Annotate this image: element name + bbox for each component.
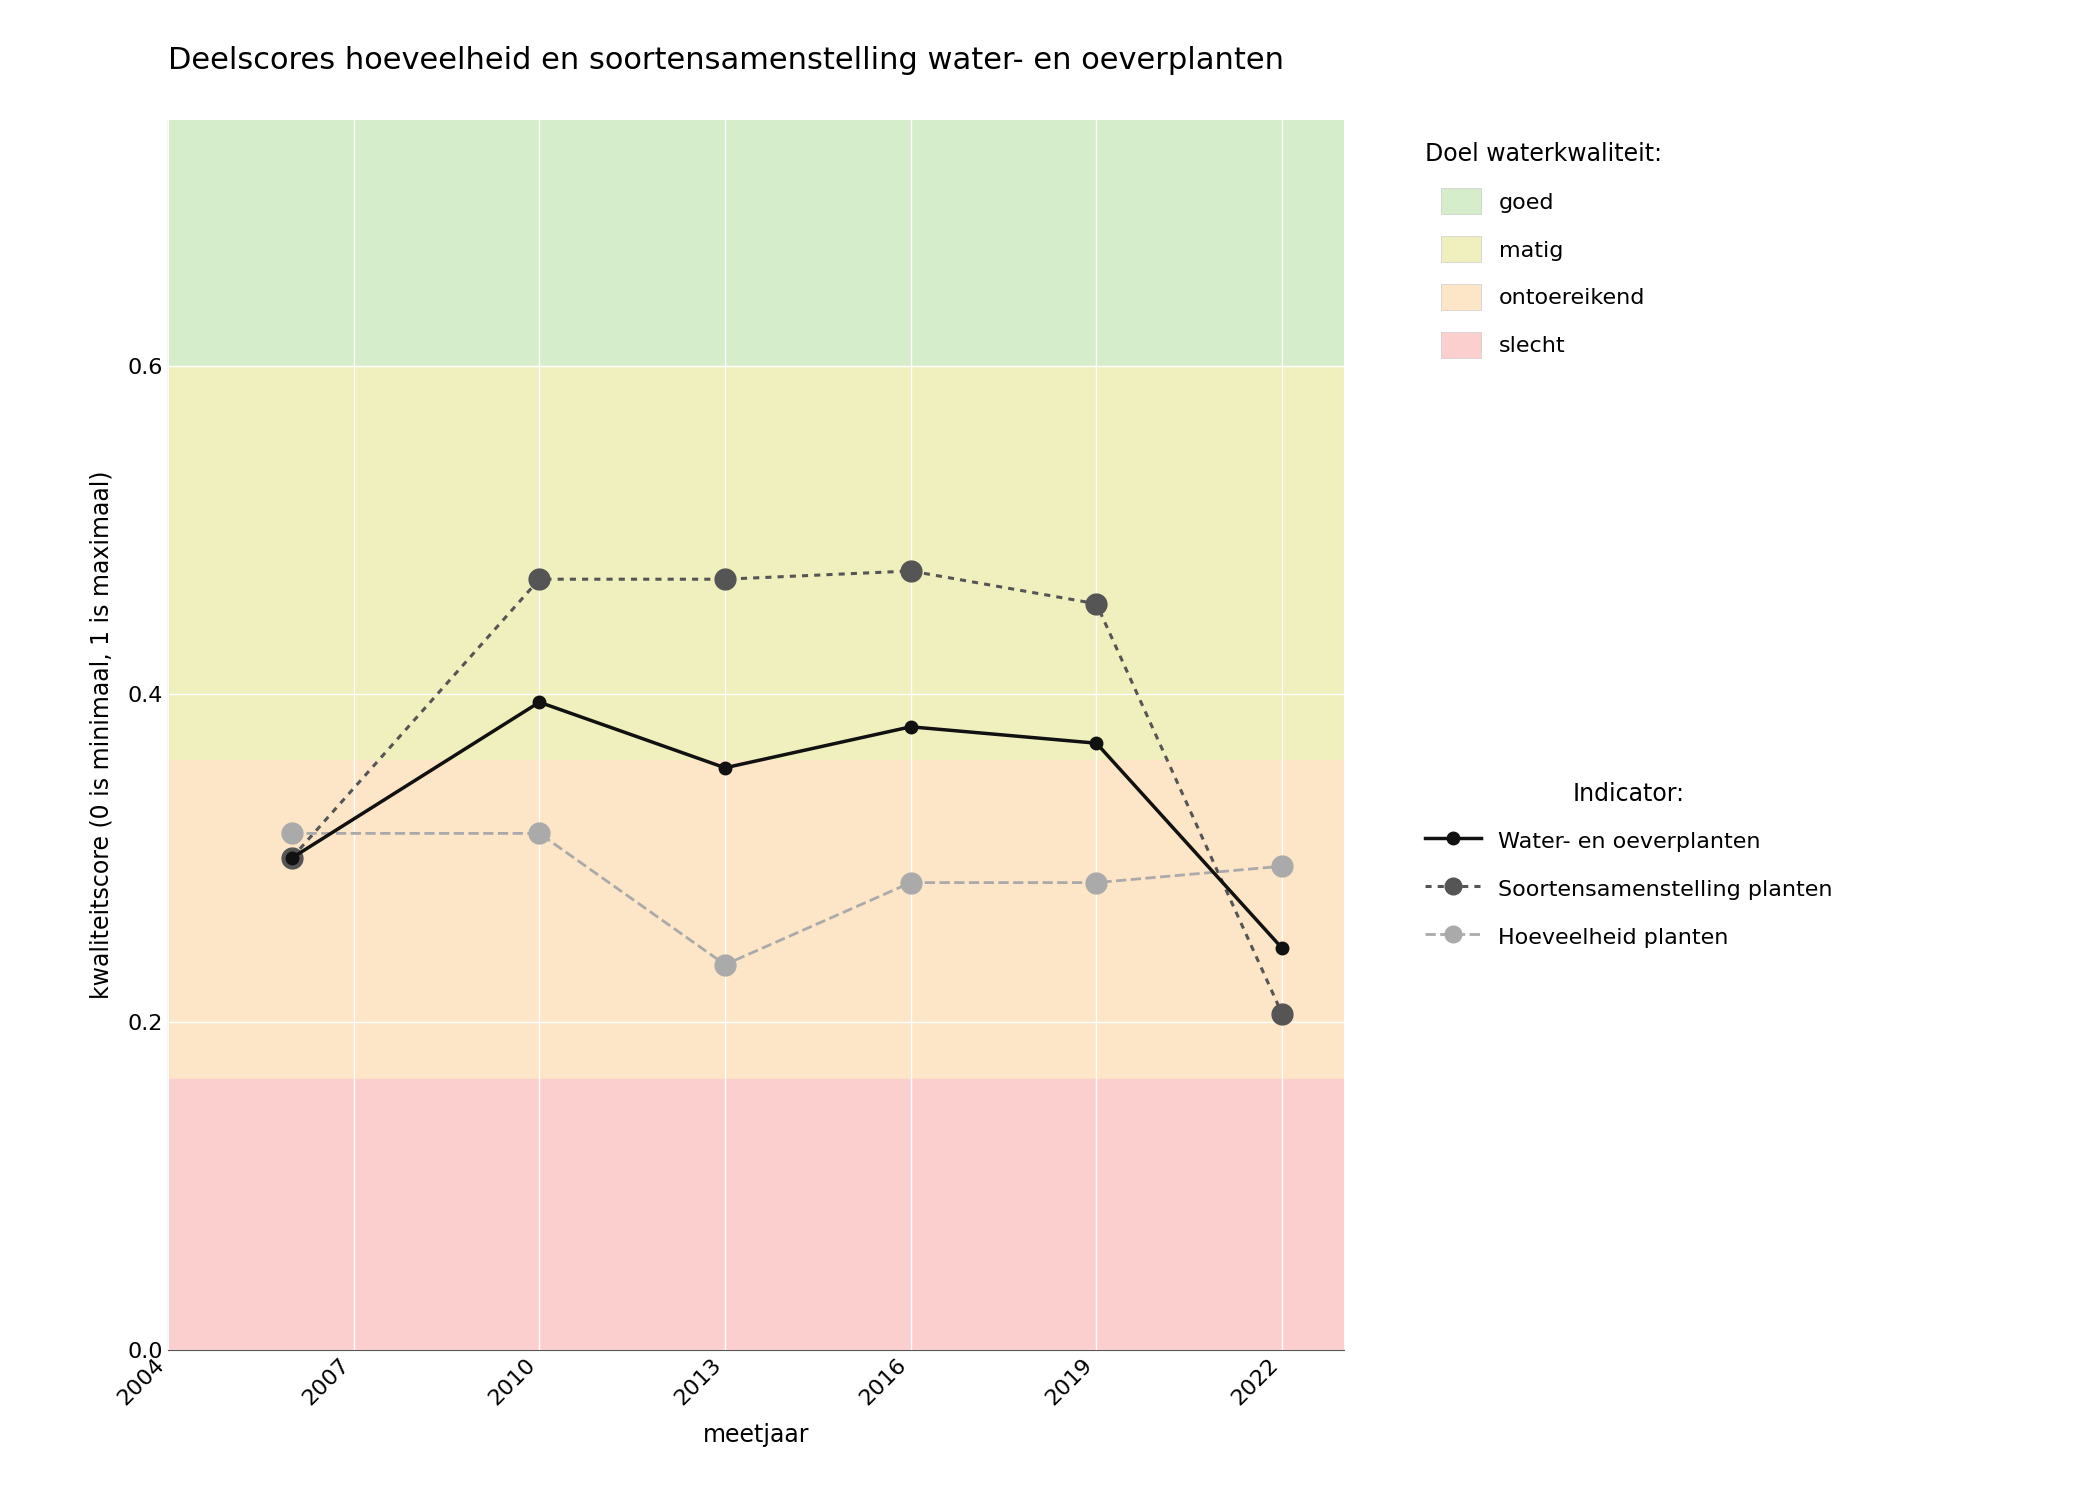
Bar — [168, 120, 1344, 366]
Bar — [168, 759, 1344, 1080]
X-axis label: meetjaar: meetjaar — [704, 1424, 808, 1448]
Bar — [168, 366, 1344, 759]
Y-axis label: kwaliteitscore (0 is minimaal, 1 is maximaal): kwaliteitscore (0 is minimaal, 1 is maxi… — [90, 471, 113, 999]
Bar — [168, 1080, 1344, 1350]
Text: Deelscores hoeveelheid en soortensamenstelling water- en oeverplanten: Deelscores hoeveelheid en soortensamenst… — [168, 46, 1283, 75]
Legend: Water- en oeverplanten, Soortensamenstelling planten, Hoeveelheid planten: Water- en oeverplanten, Soortensamenstel… — [1413, 771, 1844, 960]
